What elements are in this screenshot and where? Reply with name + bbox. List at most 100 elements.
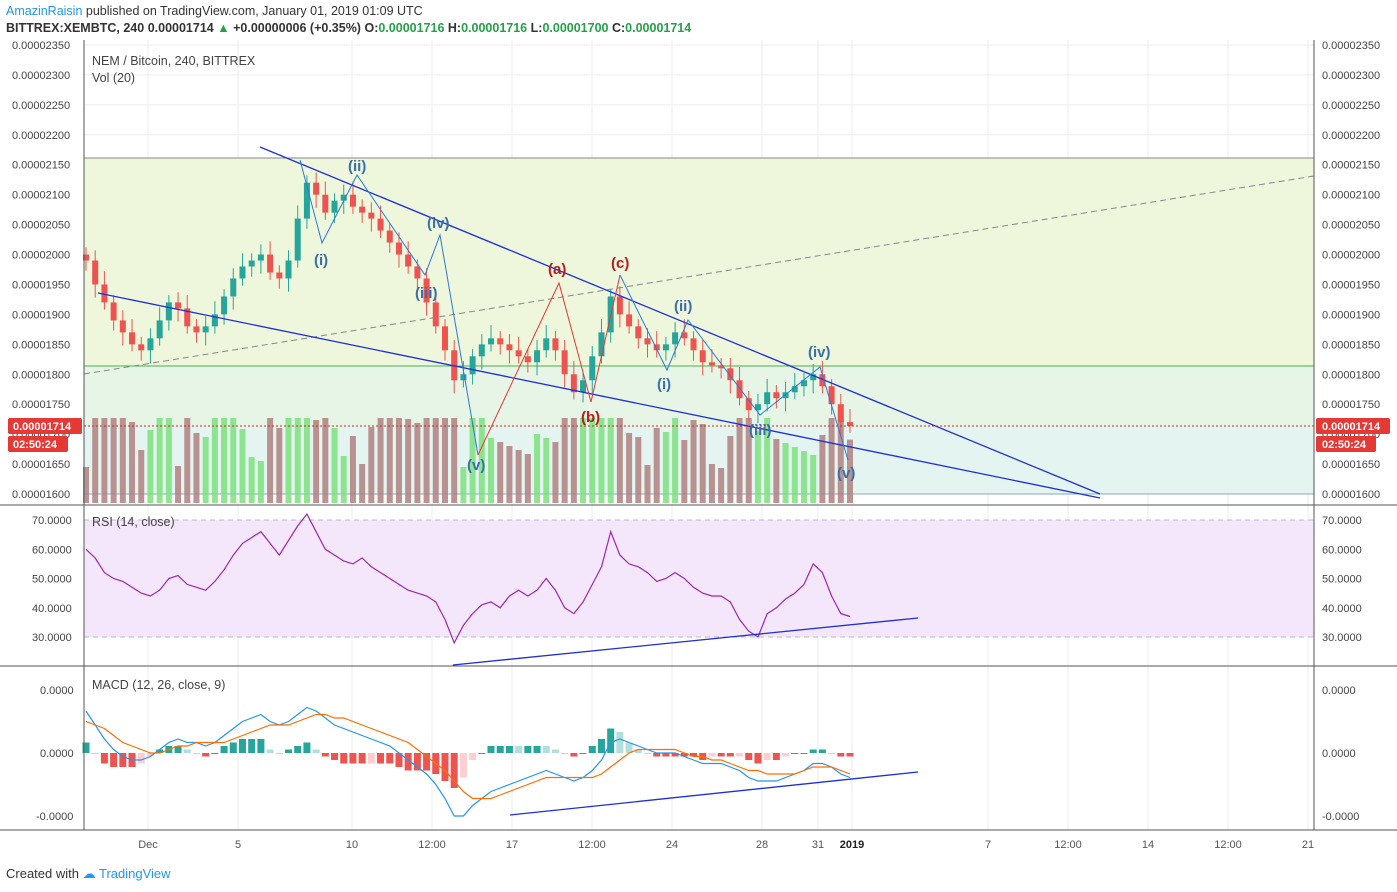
price-tick-label: 0.00002000	[1322, 250, 1380, 262]
macd-hist-bar	[478, 753, 486, 754]
candle-body	[156, 320, 163, 339]
wave-label-ii-2: (ii)	[674, 298, 692, 315]
volume-bar	[672, 418, 679, 503]
macd-hist-bar	[202, 753, 210, 757]
time-tick-label: 10	[346, 839, 358, 851]
volume-bar	[736, 418, 743, 503]
wave-label-iv-2: (iv)	[808, 344, 831, 361]
macd-hist-bar	[220, 746, 228, 753]
candle-body	[791, 386, 798, 393]
macd-hist-bar	[367, 753, 375, 764]
candle-body	[92, 260, 99, 285]
volume-bar	[230, 418, 237, 503]
volume-bar	[267, 418, 274, 503]
volume-bar	[313, 420, 320, 503]
wave-label-v-2: (v)	[837, 465, 855, 482]
price-tick-label: 0.00001600	[12, 489, 70, 501]
candle-body	[589, 356, 596, 381]
volume-bar	[819, 435, 826, 503]
close-label: C:	[611, 21, 626, 35]
macd-hist-bar	[358, 753, 366, 764]
macd-hist-bar	[156, 749, 164, 753]
candle-body	[248, 260, 255, 267]
candle-body	[754, 404, 761, 411]
candle-body	[598, 332, 605, 357]
macd-hist-bar	[441, 753, 449, 781]
price-tick-label: 0.00002200	[12, 130, 70, 142]
volume-bar	[754, 431, 761, 503]
price-tick-label: 0.00002150	[12, 160, 70, 172]
candle-body	[313, 182, 320, 195]
volume-bar	[681, 440, 688, 503]
candle-body	[800, 380, 807, 387]
rsi-tick-label: 60.0000	[32, 544, 72, 556]
rsi-tick-label: 40.0000	[1322, 603, 1362, 615]
time-axis[interactable]: Dec 5 10 12:00 17 12:00 24 28 31 2019 7 12:00 14 12:0…	[138, 839, 1314, 851]
macd-hist-bar	[137, 753, 145, 764]
upper-trendline	[259, 146, 1101, 495]
macd-hist-bar	[809, 749, 817, 753]
macd-hist-bar	[413, 753, 421, 771]
macd-hist-bar	[248, 739, 256, 753]
volume-bar	[129, 422, 136, 503]
macd-hist-bar	[395, 753, 403, 767]
price-tick-label: 0.00001750	[12, 399, 70, 411]
volume-bar	[138, 450, 145, 503]
volume-bar	[303, 418, 310, 503]
macd-hist-bar	[754, 753, 762, 764]
candle-body	[110, 302, 117, 321]
macd-hist-bar	[717, 753, 725, 757]
candle-body	[736, 380, 743, 399]
author-link[interactable]: AmazinRaisin	[6, 4, 83, 18]
price-tick-label: 0.00002350	[12, 40, 70, 52]
price-tick-label: 0.00002300	[12, 70, 70, 82]
open-label: O:	[364, 21, 379, 35]
open-value: 0.00001716	[378, 21, 445, 35]
signal-line	[85, 713, 851, 800]
candle-body	[129, 332, 136, 345]
macd-hist-bar	[800, 753, 808, 754]
price-axis-right[interactable]: 0.00002350 0.00002300 0.00002250 0.00002200…	[1322, 40, 1380, 823]
macd-hist-bar	[542, 746, 550, 753]
volume-bar	[294, 418, 301, 503]
candle-body	[405, 254, 412, 267]
candle-body	[580, 380, 587, 393]
high-value: 0.00001716	[461, 21, 528, 35]
candle-body	[184, 308, 191, 327]
published-text: published on TradingView.com, January 01…	[85, 4, 423, 18]
price-tick-label: 0.00002050	[1322, 220, 1380, 232]
volume-bars	[83, 418, 853, 503]
time-tick-label: 24	[666, 839, 678, 851]
price-axis-left[interactable]: 0.00002350 0.00002300 0.00002250 0.00002200…	[12, 40, 74, 823]
price-tick-label: 0.00002200	[1322, 130, 1380, 142]
candle-body	[377, 218, 384, 231]
macd-tick-label: -0.0000	[36, 811, 73, 823]
macd-hist-bar	[146, 753, 154, 757]
candle-body	[423, 278, 430, 303]
rsi-trendline	[452, 617, 919, 666]
macd-hist-bar	[423, 753, 431, 771]
candle-body	[616, 296, 623, 315]
price-tick-label: 0.00001850	[12, 339, 70, 351]
volume-bar	[221, 418, 228, 503]
volume-bar	[626, 433, 633, 503]
time-tick-label: 28	[756, 839, 768, 851]
candle-body	[359, 206, 366, 213]
macd-hist-bar	[229, 742, 237, 753]
price-tick-label: 0.00001800	[1322, 369, 1380, 381]
rsi-tick-label: 70.0000	[1322, 515, 1362, 527]
low-value: 0.00001700	[542, 21, 609, 35]
macd-hist-bar	[791, 753, 799, 754]
macd-hist-bar	[828, 753, 836, 754]
price-tick-label: 0.00001850	[1322, 339, 1380, 351]
volume-bar	[423, 418, 430, 503]
macd-hist-bar	[404, 753, 412, 771]
candle-body	[828, 386, 835, 405]
macd-hist-bar	[174, 746, 182, 753]
volume-bar	[644, 465, 651, 503]
time-tick-label: 12:00	[578, 839, 606, 851]
wave-label-iv: (iv)	[427, 215, 450, 232]
tradingview-link[interactable]: TradingView	[99, 866, 171, 881]
macd-hist-bar	[505, 746, 513, 753]
